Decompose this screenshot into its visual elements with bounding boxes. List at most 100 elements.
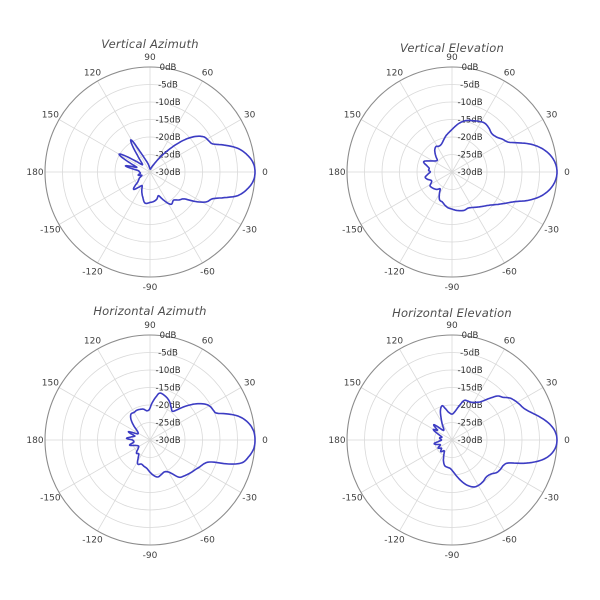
angle-tick-label: 30 [546,379,558,389]
plot-title-horizontal-azimuth: Horizontal Azimuth [93,304,207,318]
plot-horizontal-elevation: Horizontal Elevation 0 30 60 90 120 150 180 -15… [302,290,600,600]
radial-tick-label: -25dB [155,419,180,429]
grid-spoke [97,80,151,173]
angle-tick-label: 120 [84,336,101,346]
angle-tick-label: -60 [502,268,517,278]
angle-tick-label: -90 [143,283,158,293]
radial-tick-label: 0dB [462,63,479,73]
radial-tick-label: -15dB [155,384,180,394]
radial-tick-label: 0dB [462,331,479,341]
radial-tick-label: -5dB [158,81,178,91]
angle-tick-label: 120 [386,336,403,346]
grid-spoke [149,387,242,441]
polar-chart-horizontal-elevation: 0 30 60 90 120 150 180 -150 -120 -90 -60 -30 0dB -5dB… [328,321,570,561]
plot-horizontal-azimuth: Horizontal Azimuth 0 30 60 90 120 150 180 -150 -… [0,290,300,600]
plot-title-vertical-elevation: Vertical Elevation [400,41,504,55]
angle-tick-label: 0 [262,168,268,178]
angle-tick-label: 90 [144,53,156,63]
angle-tick-label: 90 [446,321,458,331]
angle-tick-label: -60 [200,536,215,546]
angle-tick-label: -90 [143,551,158,561]
angle-tick-label: -60 [200,268,215,278]
polar-chart-horizontal-azimuth: 0 30 60 90 120 150 180 -150 -120 -90 -60 -30 0dB -5dB… [26,321,268,561]
angle-tick-label: -150 [342,226,363,236]
radial-tick-label: -30dB [457,168,482,178]
radial-tick-label: -30dB [155,436,180,446]
radial-tick-label: -25dB [155,151,180,161]
angle-tick-label: 90 [144,321,156,331]
angle-tick-label: -120 [384,536,405,546]
angle-tick-label: 0 [564,168,570,178]
angle-tick-label: 60 [504,336,516,346]
grid-spoke [97,348,151,441]
grid-spoke [149,348,203,441]
angle-tick-label: -120 [82,268,103,278]
radial-tick-label: -15dB [155,116,180,126]
grid-spoke [58,171,151,225]
radial-tick-label: -5dB [460,81,480,91]
angle-tick-label: -30 [242,226,257,236]
radial-tick-label: -5dB [158,349,178,359]
grid-spoke [399,171,453,264]
grid-spoke [360,439,453,493]
angle-tick-label: -60 [502,536,517,546]
angle-tick-label: -120 [384,268,405,278]
radial-tick-label: -20dB [155,133,180,143]
angle-tick-label: 180 [26,436,43,446]
radial-tick-label: -10dB [457,98,482,108]
angle-tick-label: -30 [544,494,559,504]
radial-tick-label: -10dB [457,366,482,376]
polar-chart-vertical-azimuth: 0 30 60 90 120 150 180 -150 -120 -90 -60 -30 0dB -5dB… [26,53,268,293]
angle-tick-label: 0 [262,436,268,446]
radial-tick-label: -20dB [457,133,482,143]
plot-title-horizontal-elevation: Horizontal Elevation [392,306,512,320]
angle-tick-label: 60 [202,336,214,346]
angle-tick-label: -120 [82,536,103,546]
grid-spoke [97,439,151,532]
radial-tick-label: -25dB [457,151,482,161]
angle-tick-label: -150 [342,494,363,504]
radial-tick-label: -15dB [457,384,482,394]
angle-tick-label: -90 [445,283,460,293]
grid-spoke [451,80,505,173]
radial-tick-label: -10dB [155,366,180,376]
grid-spoke [399,80,453,173]
radial-tick-label: -5dB [460,349,480,359]
angle-tick-label: 0 [564,436,570,446]
angle-tick-label: -90 [445,551,460,561]
plot-title-vertical-azimuth: Vertical Azimuth [101,37,199,51]
grid-spoke [149,171,203,264]
grid-spoke [451,171,505,264]
grid-spoke [451,119,544,173]
polar-chart-vertical-elevation: 0 30 60 90 120 150 180 -150 -120 -90 -60 -30 0dB -5dB… [328,53,570,293]
angle-tick-label: 120 [386,68,403,78]
grid-spoke [360,387,453,441]
grid-spoke [58,387,151,441]
angle-tick-label: 150 [344,379,361,389]
angle-tick-label: -150 [40,226,61,236]
grid-spoke [399,348,453,441]
radial-tick-label: 0dB [160,63,177,73]
angle-tick-label: 150 [42,111,59,121]
grid-spoke [149,119,242,173]
grid-spoke [149,80,203,173]
grid-spoke [451,439,544,493]
grid-spoke [451,171,544,225]
radial-tick-label: -30dB [457,436,482,446]
angle-tick-label: 150 [344,111,361,121]
grid-spoke [451,348,505,441]
angle-tick-label: 30 [244,379,256,389]
gain-pattern-curve [125,392,256,479]
grid-spoke [149,439,242,493]
radial-tick-label: -20dB [457,401,482,411]
angle-tick-label: 150 [42,379,59,389]
angle-tick-label: -30 [544,226,559,236]
plot-vertical-elevation: Vertical Elevation 0 30 60 90 120 150 180 -150 -… [302,22,600,342]
angle-tick-label: 180 [26,168,43,178]
grid-spoke [97,171,151,264]
grid-spoke [149,439,203,532]
plot-vertical-azimuth: Vertical Azimuth 0 30 60 90 120 150 180 -150 -12… [0,22,300,342]
grid-spoke [360,119,453,173]
gain-pattern-curve [432,395,558,488]
